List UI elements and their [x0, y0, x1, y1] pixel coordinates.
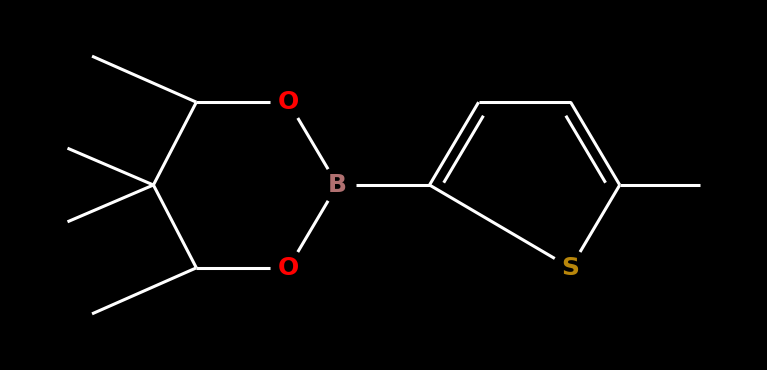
Text: O: O [278, 90, 299, 114]
Text: O: O [278, 256, 299, 280]
Text: S: S [561, 256, 580, 280]
Text: B: B [328, 173, 347, 197]
